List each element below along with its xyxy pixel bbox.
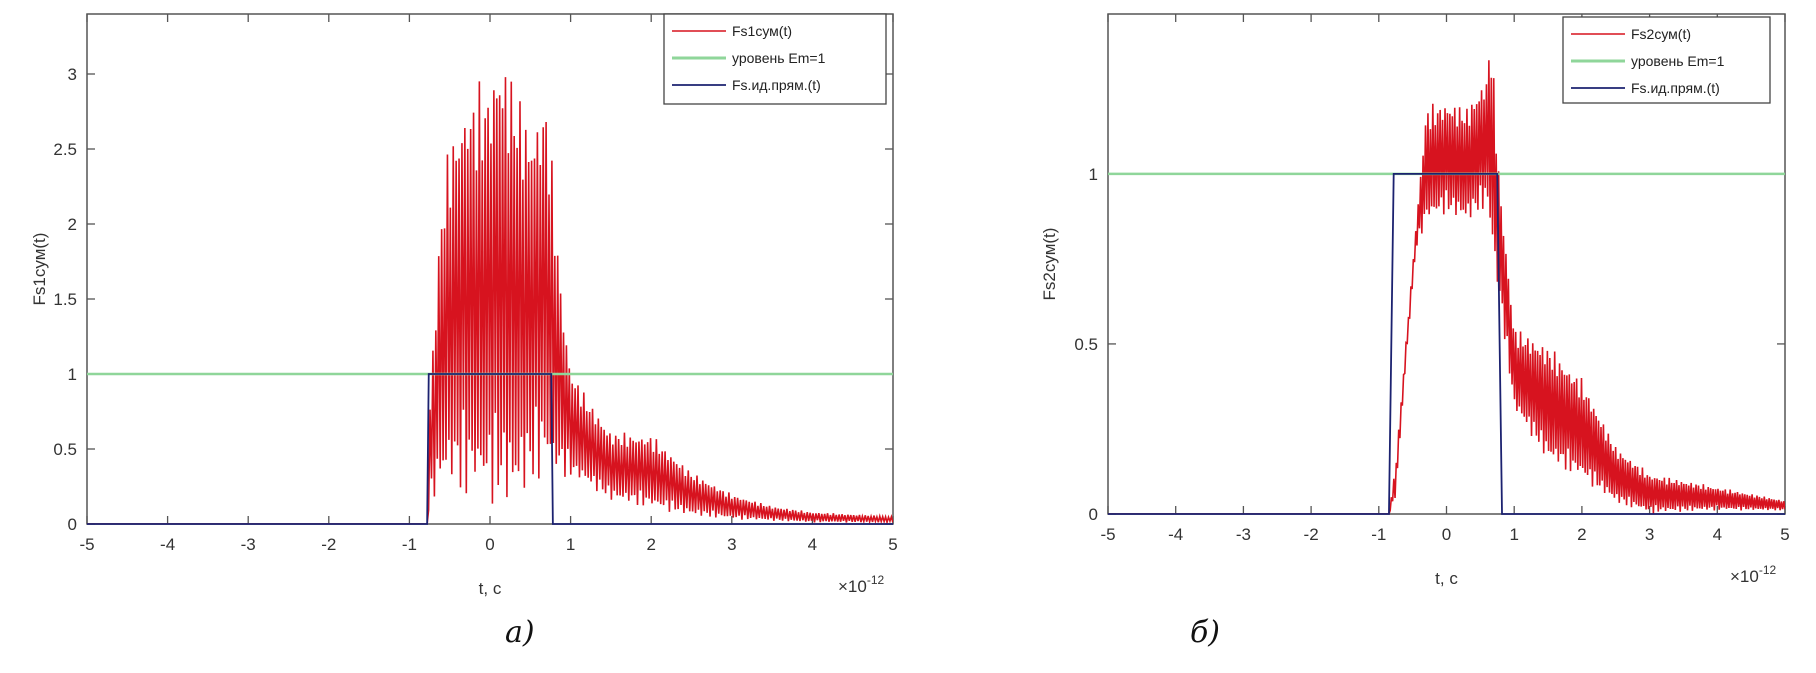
y-tick-label: 1 — [1089, 165, 1098, 184]
legend-label: Fs.ид.прям.(t) — [732, 77, 821, 93]
y-tick-label: 0 — [68, 515, 77, 534]
y-tick-label: 2.5 — [53, 140, 77, 159]
x-tick-label: 3 — [1645, 525, 1654, 544]
legend-label: уровень Em=1 — [732, 50, 826, 66]
x-tick-label: 5 — [888, 535, 897, 554]
ideal-series-line — [1108, 172, 1785, 515]
signal-series-line — [87, 77, 893, 524]
chart-2: -5 -4 -3 -2 -1 0 1 2 3 4 5 0 0.5 1 t, c ×10-12 Fs2сум(t)… — [1040, 13, 1790, 588]
x-tick-label: 4 — [1713, 525, 1722, 544]
legend-label: Fs1сум(t) — [732, 23, 792, 39]
legend-label: уровень Em=1 — [1631, 53, 1725, 69]
y-tick-label: 0.5 — [1074, 335, 1098, 354]
x-tick-label: 4 — [808, 535, 817, 554]
x-tick-label: -4 — [1168, 525, 1183, 544]
legend-label: Fs.ид.прям.(t) — [1631, 80, 1720, 96]
y-tick-label: 2 — [68, 215, 77, 234]
x-tick-label: -5 — [79, 535, 94, 554]
x-tick-label: 0 — [485, 535, 494, 554]
x-tick-label: -1 — [402, 535, 417, 554]
chart-1: -5 -4 -3 -2 -1 0 1 2 3 4 5 0 0.5 1 1.5 2 2.5 3 t, c ×10-12 F… — [30, 13, 898, 598]
x-axis-label: t, c — [1435, 569, 1458, 588]
x-tick-label: -1 — [1371, 525, 1386, 544]
y-tick-label: 3 — [68, 65, 77, 84]
x-tick-label: 1 — [566, 535, 575, 554]
caption-a: а) — [505, 615, 535, 650]
x-axis-exponent-power: -12 — [1759, 563, 1777, 577]
caption-b: б) — [1190, 615, 1221, 650]
y-axis-label: Fs1сум(t) — [30, 233, 49, 306]
x-axis-exponent-power: -12 — [867, 573, 885, 587]
x-axis-label: t, c — [479, 579, 502, 598]
x-axis-exponent: ×10-12 — [838, 573, 885, 596]
x-tick-label: -2 — [321, 535, 336, 554]
x-tick-label: -3 — [241, 535, 256, 554]
x-tick-label: 5 — [1780, 525, 1789, 544]
y-tick-label: 1 — [68, 365, 77, 384]
x-tick-label: -2 — [1304, 525, 1319, 544]
y-tick-label: 0.5 — [53, 440, 77, 459]
x-tick-label: 0 — [1442, 525, 1451, 544]
legend: Fs2сум(t) уровень Em=1 Fs.ид.прям.(t) — [1562, 16, 1771, 104]
x-tick-label: 2 — [1577, 525, 1586, 544]
ideal-series-line — [87, 373, 893, 525]
legend: Fs1сум(t) уровень Em=1 Fs.ид.прям.(t) — [663, 13, 887, 105]
signal-series-line — [1108, 60, 1785, 514]
legend-label: Fs2сум(t) — [1631, 26, 1691, 42]
x-tick-label: -3 — [1236, 525, 1251, 544]
x-tick-label: 2 — [646, 535, 655, 554]
x-tick-label: -5 — [1100, 525, 1115, 544]
x-axis-exponent: ×10-12 — [1730, 563, 1777, 586]
y-tick-label: 1.5 — [53, 290, 77, 309]
y-tick-label: 0 — [1089, 505, 1098, 524]
x-tick-label: 1 — [1509, 525, 1518, 544]
x-tick-label: 3 — [727, 535, 736, 554]
y-axis-label: Fs2сум(t) — [1040, 228, 1059, 301]
x-tick-label: -4 — [160, 535, 175, 554]
